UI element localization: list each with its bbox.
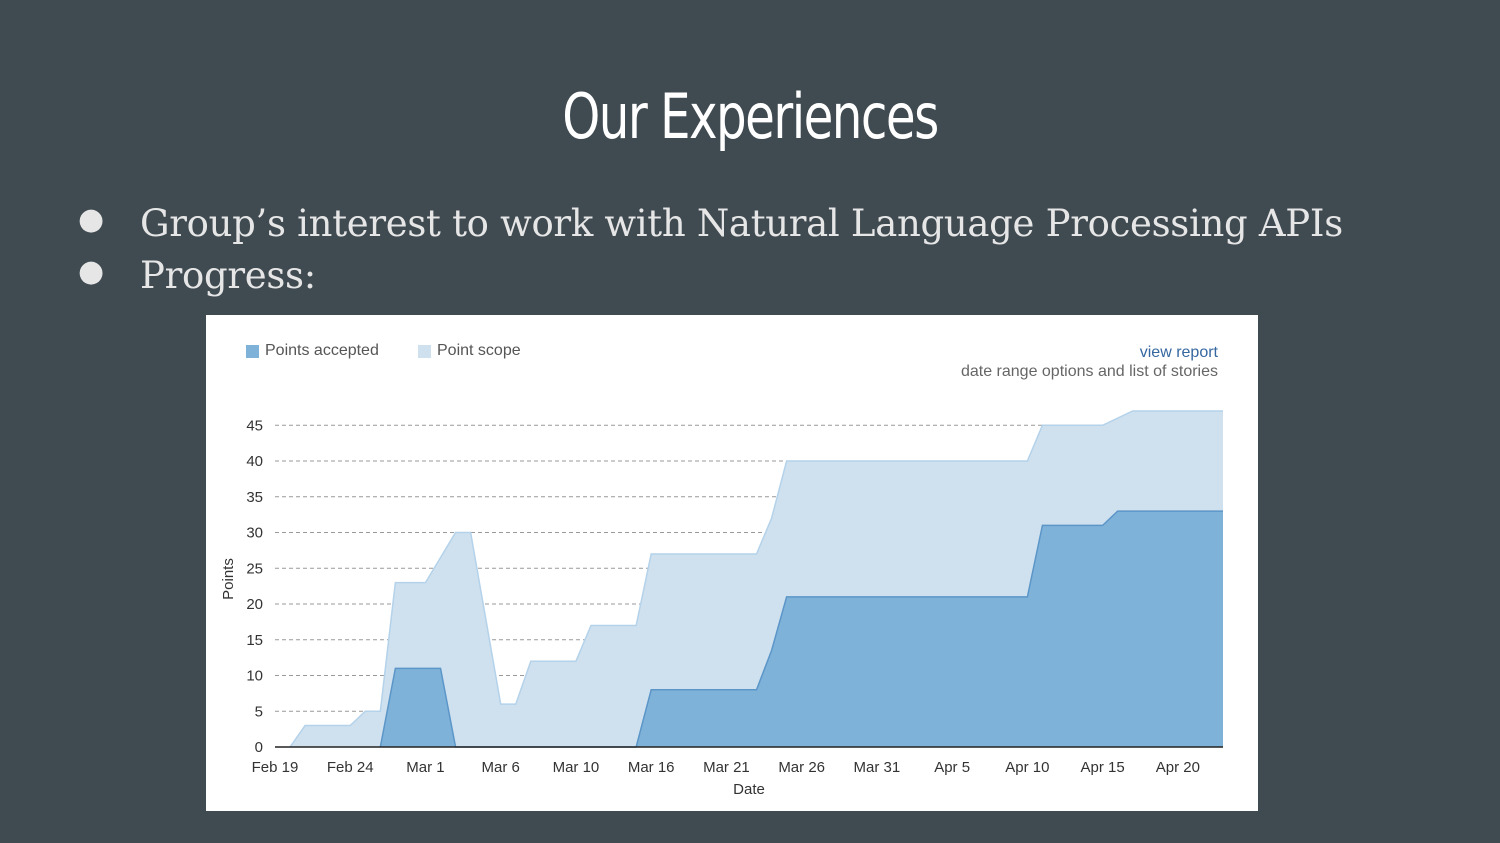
y-tick-label: 15 (246, 632, 263, 649)
legend-label: Points accepted (265, 342, 379, 359)
report-links: view report date range options and list … (961, 343, 1218, 382)
legend-label: Point scope (437, 342, 521, 359)
y-tick-label: 25 (246, 560, 263, 577)
series-line-points-accepted (379, 510, 1223, 748)
y-tick-label: 40 (246, 453, 263, 470)
x-tick-label: Mar 26 (778, 759, 825, 776)
x-axis-title: Date (733, 781, 765, 798)
x-tick-label: Mar 21 (703, 759, 750, 776)
y-tick-label: 0 (255, 739, 263, 756)
x-tick-label: Mar 31 (854, 759, 901, 776)
y-tick-label: 45 (246, 417, 263, 434)
y-axis-title: Points (220, 558, 237, 600)
slide-title: Our Experiences (562, 80, 939, 153)
bullet-text: Progress: (140, 254, 316, 297)
x-tick-label: Feb 19 (252, 759, 299, 776)
legend-swatch-accepted (246, 345, 259, 358)
y-tick-label: 20 (246, 596, 263, 613)
x-tick-label: Apr 10 (1005, 759, 1049, 776)
report-subtext: date range options and list of stories (960, 363, 1218, 380)
series-area-points-accepted (380, 511, 1223, 747)
y-tick-label: 5 (255, 703, 263, 720)
bullet-dot-icon: ● (78, 202, 105, 237)
x-tick-label: Apr 5 (934, 759, 970, 776)
y-tick-label: 10 (246, 668, 263, 685)
burnup-chart: 0 5 10 15 20 25 30 35 40 45 Feb 19 Feb 24 Mar 1 Mar 6… (220, 410, 1223, 798)
bullet-dot-icon: ● (78, 254, 105, 289)
x-tick-label: Mar 6 (482, 759, 520, 776)
x-tick-label: Apr 20 (1156, 759, 1200, 776)
y-tick-label: 30 (246, 525, 263, 542)
x-tick-label: Apr 15 (1081, 759, 1125, 776)
series-line-point-scope (289, 410, 1223, 748)
x-tick-label: Mar 10 (553, 759, 600, 776)
chart-card: 0 5 10 15 20 25 30 35 40 45 Feb 19 Feb 24 Mar 1 Mar 6… (206, 315, 1258, 811)
bullet-text: Group’s interest to work with Natural La… (140, 202, 1343, 245)
view-report-link[interactable]: view report (1139, 344, 1218, 361)
legend-swatch-scope (418, 345, 431, 358)
x-tick-label: Mar 16 (628, 759, 675, 776)
y-tick-label: 35 (246, 489, 263, 506)
x-tick-label: Mar 1 (406, 759, 444, 776)
x-tick-label: Feb 24 (327, 759, 374, 776)
